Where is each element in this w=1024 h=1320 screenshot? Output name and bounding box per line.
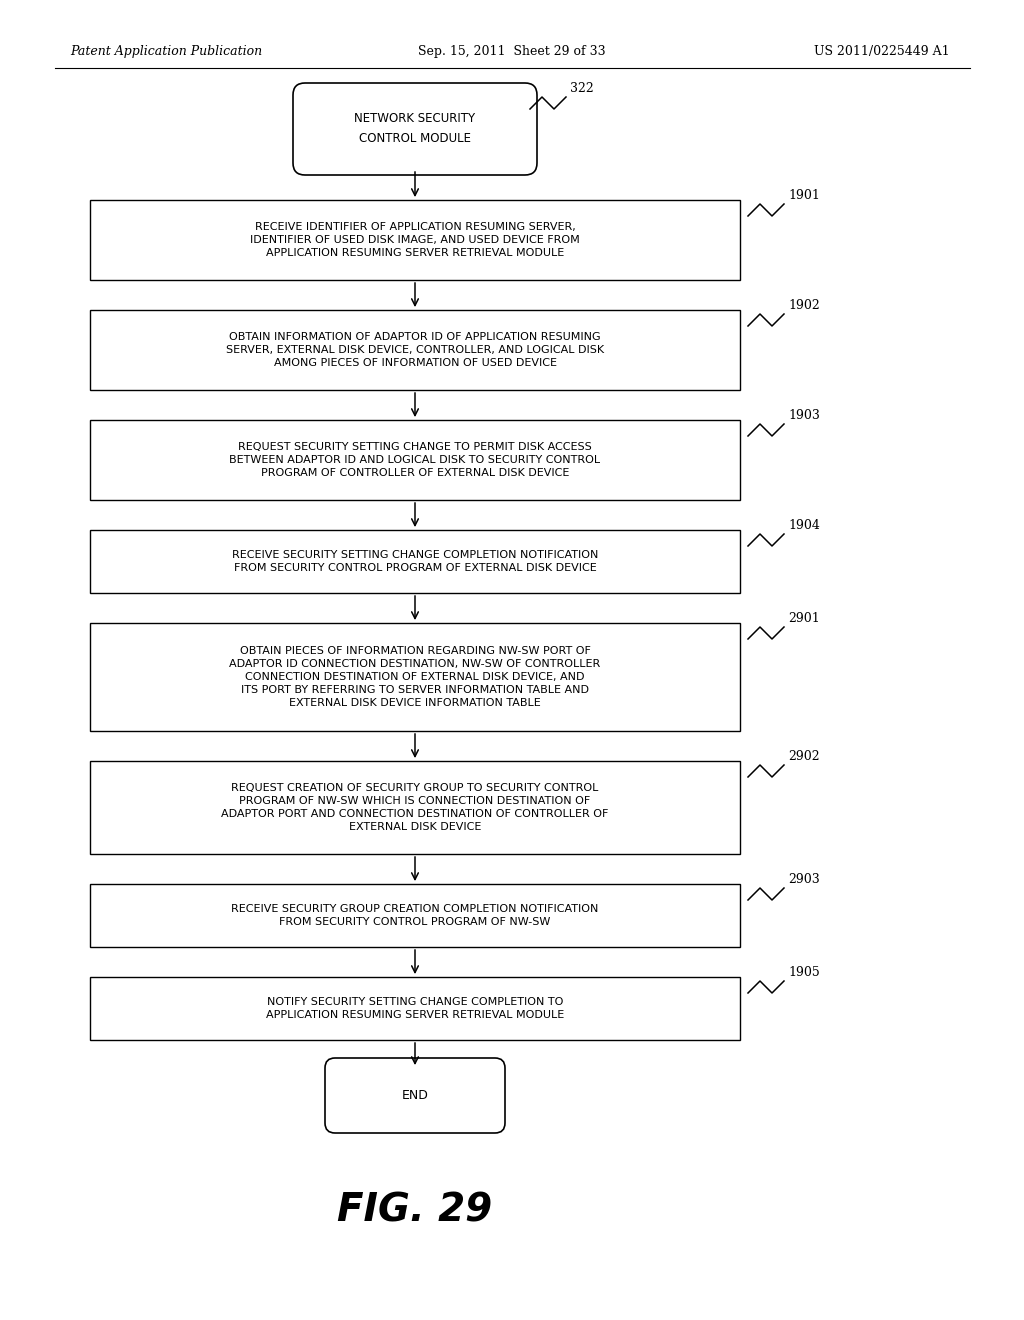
Text: PROGRAM OF NW-SW WHICH IS CONNECTION DESTINATION OF: PROGRAM OF NW-SW WHICH IS CONNECTION DES… (240, 796, 591, 807)
Bar (90, 310, 740, 389)
Text: ADAPTOR ID CONNECTION DESTINATION, NW-SW OF CONTROLLER: ADAPTOR ID CONNECTION DESTINATION, NW-SW… (229, 659, 601, 669)
Text: 1901: 1901 (788, 189, 820, 202)
Text: FROM SECURITY CONTROL PROGRAM OF EXTERNAL DISK DEVICE: FROM SECURITY CONTROL PROGRAM OF EXTERNA… (233, 564, 596, 573)
Text: CONNECTION DESTINATION OF EXTERNAL DISK DEVICE, AND: CONNECTION DESTINATION OF EXTERNAL DISK … (246, 672, 585, 682)
Text: BETWEEN ADAPTOR ID AND LOGICAL DISK TO SECURITY CONTROL: BETWEEN ADAPTOR ID AND LOGICAL DISK TO S… (229, 455, 600, 465)
Text: REQUEST SECURITY SETTING CHANGE TO PERMIT DISK ACCESS: REQUEST SECURITY SETTING CHANGE TO PERMI… (239, 442, 592, 451)
Text: APPLICATION RESUMING SERVER RETRIEVAL MODULE: APPLICATION RESUMING SERVER RETRIEVAL MO… (266, 1010, 564, 1020)
Text: 1902: 1902 (788, 300, 820, 312)
Text: FIG. 29: FIG. 29 (338, 1191, 493, 1229)
Text: RECEIVE SECURITY SETTING CHANGE COMPLETION NOTIFICATION: RECEIVE SECURITY SETTING CHANGE COMPLETI… (231, 550, 598, 560)
Text: Sep. 15, 2011  Sheet 29 of 33: Sep. 15, 2011 Sheet 29 of 33 (418, 45, 606, 58)
Text: ITS PORT BY REFERRING TO SERVER INFORMATION TABLE AND: ITS PORT BY REFERRING TO SERVER INFORMAT… (241, 685, 589, 696)
Text: END: END (401, 1089, 428, 1102)
Text: CONTROL MODULE: CONTROL MODULE (359, 132, 471, 145)
Text: EXTERNAL DISK DEVICE: EXTERNAL DISK DEVICE (349, 822, 481, 832)
Text: US 2011/0225449 A1: US 2011/0225449 A1 (814, 45, 950, 58)
Text: 1905: 1905 (788, 966, 820, 979)
Text: EXTERNAL DISK DEVICE INFORMATION TABLE: EXTERNAL DISK DEVICE INFORMATION TABLE (289, 698, 541, 708)
Text: RECEIVE SECURITY GROUP CREATION COMPLETION NOTIFICATION: RECEIVE SECURITY GROUP CREATION COMPLETI… (231, 904, 599, 913)
Bar (90, 420, 740, 500)
Bar (90, 762, 740, 854)
Text: PROGRAM OF CONTROLLER OF EXTERNAL DISK DEVICE: PROGRAM OF CONTROLLER OF EXTERNAL DISK D… (261, 469, 569, 478)
Text: 322: 322 (570, 82, 594, 95)
Bar (90, 884, 740, 946)
Text: IDENTIFIER OF USED DISK IMAGE, AND USED DEVICE FROM: IDENTIFIER OF USED DISK IMAGE, AND USED … (250, 235, 580, 246)
Text: REQUEST CREATION OF SECURITY GROUP TO SECURITY CONTROL: REQUEST CREATION OF SECURITY GROUP TO SE… (231, 783, 599, 793)
FancyBboxPatch shape (293, 83, 537, 176)
Text: OBTAIN INFORMATION OF ADAPTOR ID OF APPLICATION RESUMING: OBTAIN INFORMATION OF ADAPTOR ID OF APPL… (229, 333, 601, 342)
Text: AMONG PIECES OF INFORMATION OF USED DEVICE: AMONG PIECES OF INFORMATION OF USED DEVI… (273, 358, 556, 368)
Bar (90, 977, 740, 1040)
Text: NOTIFY SECURITY SETTING CHANGE COMPLETION TO: NOTIFY SECURITY SETTING CHANGE COMPLETIO… (267, 997, 563, 1007)
Text: Patent Application Publication: Patent Application Publication (70, 45, 262, 58)
Bar (90, 531, 740, 593)
Text: NETWORK SECURITY: NETWORK SECURITY (354, 112, 475, 125)
Text: 2902: 2902 (788, 750, 819, 763)
Text: 2903: 2903 (788, 873, 820, 886)
Text: ADAPTOR PORT AND CONNECTION DESTINATION OF CONTROLLER OF: ADAPTOR PORT AND CONNECTION DESTINATION … (221, 809, 608, 818)
FancyBboxPatch shape (325, 1059, 505, 1133)
Text: 2901: 2901 (788, 612, 820, 624)
Bar (90, 201, 740, 280)
Text: 1903: 1903 (788, 409, 820, 422)
Text: OBTAIN PIECES OF INFORMATION REGARDING NW-SW PORT OF: OBTAIN PIECES OF INFORMATION REGARDING N… (240, 645, 591, 656)
Text: APPLICATION RESUMING SERVER RETRIEVAL MODULE: APPLICATION RESUMING SERVER RETRIEVAL MO… (266, 248, 564, 257)
Text: SERVER, EXTERNAL DISK DEVICE, CONTROLLER, AND LOGICAL DISK: SERVER, EXTERNAL DISK DEVICE, CONTROLLER… (226, 345, 604, 355)
Bar (90, 623, 740, 731)
Text: 1904: 1904 (788, 519, 820, 532)
Text: FROM SECURITY CONTROL PROGRAM OF NW-SW: FROM SECURITY CONTROL PROGRAM OF NW-SW (280, 917, 551, 927)
Text: RECEIVE IDENTIFIER OF APPLICATION RESUMING SERVER,: RECEIVE IDENTIFIER OF APPLICATION RESUMI… (255, 222, 575, 232)
